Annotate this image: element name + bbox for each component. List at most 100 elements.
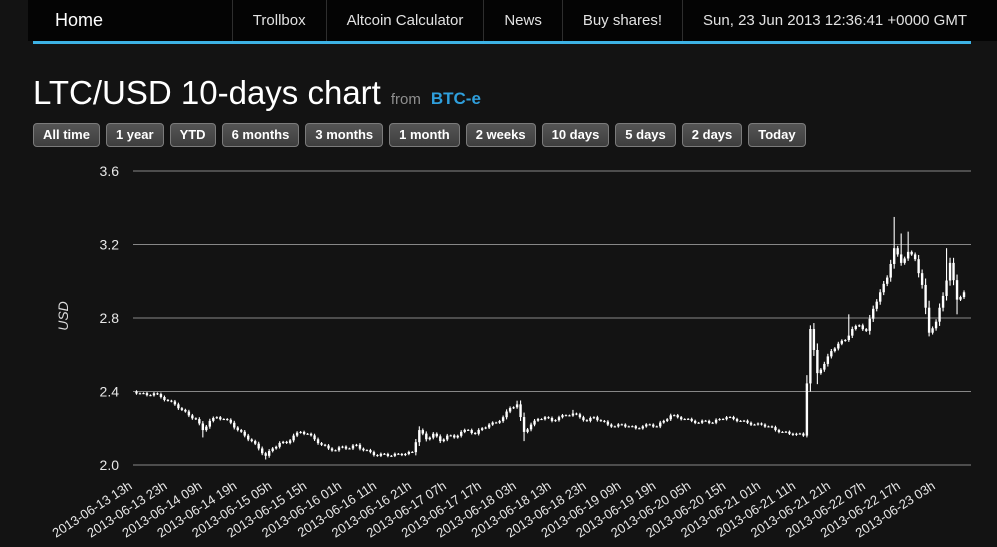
candle-body [494,422,498,424]
candle-body [212,417,215,421]
range-button-2-days[interactable]: 2 days [681,123,743,147]
range-button-6-months[interactable]: 6 months [221,123,300,147]
candle-body [889,263,892,278]
candle-body [948,262,952,281]
candle-body [229,419,232,423]
candle-body [603,420,606,422]
candle-body [582,417,585,421]
candle-body [240,430,243,432]
nav-clock: Sun, 23 Jun 2013 12:36:41 +0000 GMT [682,0,997,41]
candle-body [704,420,707,422]
candle-body [334,450,337,452]
candle-body [386,453,390,456]
candle-body [369,450,372,453]
candle-body [788,431,791,434]
candle-body [533,420,536,425]
candle-body [407,451,411,454]
candle-body [505,411,508,418]
candle-body [166,399,170,401]
candle-body [390,455,393,457]
candle-body [732,417,735,420]
nav-accent-underline [33,41,971,44]
candle-body [163,397,166,400]
candle-body [865,329,868,331]
range-button-5-days[interactable]: 5 days [615,123,676,147]
candle-body [962,292,966,298]
candle-body [393,453,397,456]
candle-body [215,417,218,419]
candle-body [536,419,540,421]
nav-item-news[interactable]: News [483,0,562,41]
candle-body [899,254,903,263]
page-title: LTC/USD 10-days chart [33,74,381,111]
candle-body [592,417,596,419]
candle-body [847,335,850,341]
range-button-all-time[interactable]: All time [33,123,100,147]
candle-body [404,453,407,456]
candle-body [676,415,679,418]
candle-body [812,329,816,350]
candle-body [879,292,882,302]
candle-body [145,393,149,396]
candle-body [557,417,561,421]
candle-body [763,424,767,427]
candle-body [512,407,515,409]
candle-body [753,424,756,426]
candle-body [260,448,264,454]
candle-body [341,446,344,448]
candle-body [777,430,781,433]
candle-body [194,418,198,420]
candle-body [299,431,302,433]
candle-body [477,429,480,434]
candle-body [906,251,910,259]
candle-body [428,437,431,440]
range-button-3-months[interactable]: 3 months [305,123,384,147]
candle-body [659,422,662,427]
candle-body [910,251,913,255]
candle-body [233,422,236,428]
candle-body [795,433,798,435]
nav-item-altcoin-calculator[interactable]: Altcoin Calculator [325,0,484,41]
nav-item-buy-shares[interactable]: Buy shares! [561,0,682,41]
candle-body [669,415,672,420]
candle-body [288,440,292,443]
nav-item-home[interactable]: Home [55,10,104,30]
candle-body [652,424,655,427]
candle-body [791,433,795,435]
candle-body [690,418,693,421]
candle-body [735,419,739,422]
candle-body [358,444,362,449]
candle-body [159,394,163,398]
range-button-1-year[interactable]: 1 year [105,123,164,147]
candle-body [714,419,718,423]
candle-body [938,307,941,322]
candle-body [711,422,714,424]
range-button-today[interactable]: Today [748,123,806,147]
candle-body [655,426,658,428]
range-button-10-days[interactable]: 10 days [541,123,610,147]
candle-body [508,408,512,412]
range-button-ytd[interactable]: YTD [169,123,216,147]
candle-body [648,424,651,426]
candle-body [316,439,320,444]
candle-body [529,424,533,430]
candle-body [302,431,306,434]
range-button-1-month[interactable]: 1 month [389,123,460,147]
candle-body [613,426,617,428]
candle-body [774,427,777,431]
candle-body [861,325,864,330]
candle-body [348,448,351,450]
candle-body [760,423,763,425]
range-button-bar: All time 1 year YTD 6 months 3 months 1 … [33,123,806,147]
candle-body [187,411,191,416]
candle-body [673,415,676,417]
candle-body [142,393,145,395]
y-tick-label: 2.4 [100,384,120,400]
candle-body [924,284,927,308]
range-button-2-weeks[interactable]: 2 weeks [465,123,536,147]
source-link-btce[interactable]: BTC-e [430,89,481,108]
candle-body [222,419,225,421]
candle-body [498,421,501,423]
nav-item-trollbox[interactable]: Trollbox [231,0,326,41]
